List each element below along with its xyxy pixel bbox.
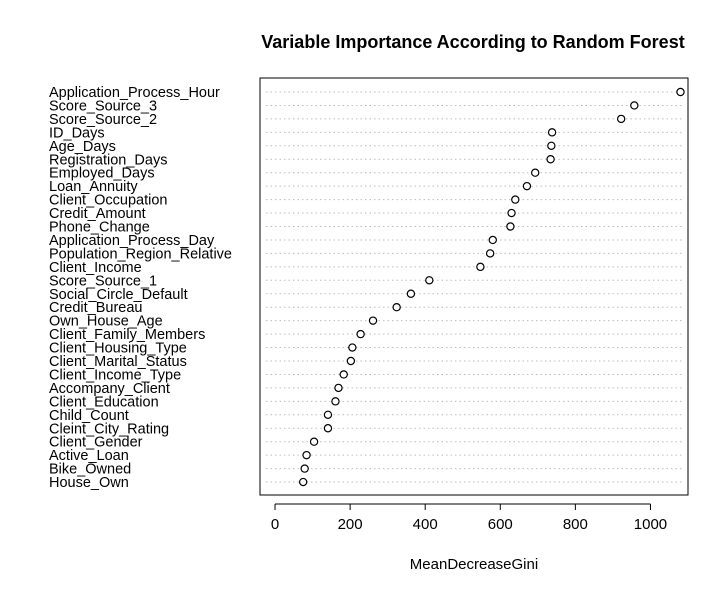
data-point xyxy=(425,276,434,285)
data-point xyxy=(298,477,308,487)
category-label: Client_Education xyxy=(49,394,159,410)
category-label: Registration_Days xyxy=(49,152,167,168)
category-label: Loan_Annuity xyxy=(49,179,138,195)
data-point xyxy=(309,437,319,446)
chart-title: Variable Importance According to Random … xyxy=(261,32,684,52)
category-label: House_Own xyxy=(49,475,129,491)
category-labels: Application_Process_HourScore_Source_3Sc… xyxy=(49,85,232,491)
data-point xyxy=(339,370,348,379)
category-label: Active_Loan xyxy=(49,448,129,464)
data-point xyxy=(302,450,311,460)
category-label: Client_Income_Type xyxy=(49,367,181,383)
category-label: Score_Source_2 xyxy=(49,112,157,128)
grid-lines xyxy=(266,91,682,483)
category-label: Client_Occupation xyxy=(49,193,168,209)
data-point xyxy=(368,316,378,325)
data-point xyxy=(511,195,520,204)
x-tick-label: 200 xyxy=(338,516,363,533)
data-point xyxy=(547,128,557,137)
x-tick-label: 1000 xyxy=(634,516,667,533)
category-label: Application_Process_Hour xyxy=(49,85,220,101)
category-label: Client_Family_Members xyxy=(49,327,205,343)
data-point xyxy=(506,222,515,231)
category-label: Child_Count xyxy=(49,408,129,424)
data-point xyxy=(348,343,357,352)
category-label: Client_Housing_Type xyxy=(49,341,187,357)
category-label: Cleint_City_Rating xyxy=(49,421,169,437)
data-point xyxy=(392,303,401,312)
x-axis: 0 200 400 600 800 1000 xyxy=(271,503,667,533)
category-label: Credit_Bureau xyxy=(49,300,143,316)
category-label: ID_Days xyxy=(49,125,105,141)
data-point xyxy=(476,262,485,272)
data-point xyxy=(323,424,333,433)
category-label: Application_Process_Day xyxy=(49,233,215,249)
category-label: Own_House_Age xyxy=(49,314,163,330)
x-tick-label: 0 xyxy=(271,516,279,533)
plot-frame xyxy=(259,77,689,496)
x-axis-label: MeanDecreaseGini xyxy=(410,556,538,573)
data-point xyxy=(331,397,340,406)
category-label: Accompany_Client xyxy=(49,381,170,397)
category-label: Client_Income xyxy=(49,260,142,276)
data-point xyxy=(406,289,416,298)
data-point xyxy=(530,168,540,177)
data-point xyxy=(346,356,356,366)
data-point xyxy=(488,235,497,245)
x-tick-label: 800 xyxy=(563,516,588,533)
category-label: Client_Marital_Status xyxy=(49,354,187,370)
data-point xyxy=(522,181,532,191)
data-point xyxy=(616,114,626,124)
category-label: Employed_Days xyxy=(49,166,155,182)
data-point xyxy=(300,464,309,473)
category-label: Credit_Amount xyxy=(49,206,146,222)
data-point xyxy=(356,329,365,339)
data-point xyxy=(630,101,639,110)
category-label: Score_Source_3 xyxy=(49,98,157,114)
category-label: Score_Source_1 xyxy=(49,273,157,289)
x-tick-label: 400 xyxy=(413,516,438,533)
data-points xyxy=(298,87,685,487)
category-label: Phone_Change xyxy=(49,220,150,236)
category-label: Client_Gender xyxy=(49,435,143,451)
category-label: Population_Region_Relative xyxy=(49,246,232,262)
data-point xyxy=(507,208,516,218)
x-tick-label: 600 xyxy=(488,516,513,533)
data-point xyxy=(485,249,495,258)
category-label: Social_Circle_Default xyxy=(49,287,188,303)
data-point xyxy=(676,87,685,97)
data-point xyxy=(334,383,343,393)
data-point xyxy=(546,155,555,164)
data-point xyxy=(547,141,556,150)
category-label: Age_Days xyxy=(49,139,116,155)
category-label: Bike_Owned xyxy=(49,462,131,478)
data-point xyxy=(323,410,333,419)
